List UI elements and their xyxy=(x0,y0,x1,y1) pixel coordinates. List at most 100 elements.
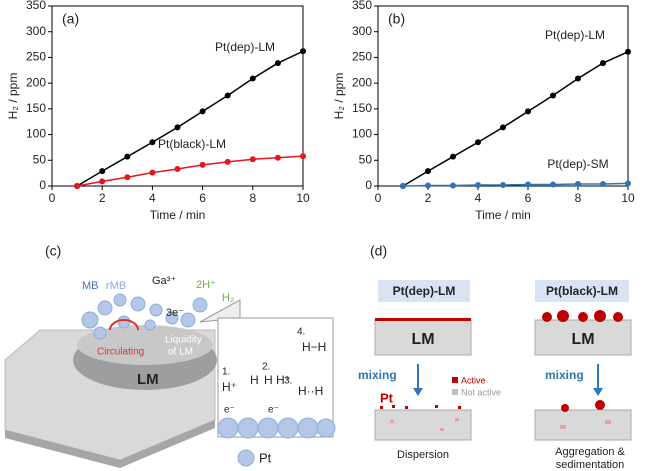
label-liquidity: Liquidity xyxy=(165,335,202,346)
panel-label: (b) xyxy=(388,11,405,27)
data-point xyxy=(274,60,281,67)
y-tick-label: 100 xyxy=(26,127,46,141)
data-point xyxy=(224,158,231,165)
data-point xyxy=(99,168,106,175)
species: H−H xyxy=(302,340,326,354)
data-point xyxy=(600,180,606,187)
data-point xyxy=(149,169,156,176)
mixed-slab xyxy=(374,409,472,441)
inset-surface xyxy=(217,417,336,439)
title-box xyxy=(378,280,470,302)
y-tick-label: 100 xyxy=(352,127,372,141)
data-point xyxy=(174,124,181,131)
data-point xyxy=(174,166,181,173)
mixing: mixing xyxy=(358,368,397,382)
mixing: mixing xyxy=(545,368,584,382)
pt-clumps xyxy=(542,310,623,322)
x-tick-label: 4 xyxy=(475,191,482,205)
data-point xyxy=(500,124,506,131)
plot-frame xyxy=(51,5,304,187)
right-result: sedimentation xyxy=(556,459,625,471)
data-point xyxy=(124,174,131,181)
x-tick-label: 8 xyxy=(575,191,582,205)
series-line xyxy=(76,50,304,187)
inactive-pt xyxy=(390,418,611,431)
series-line xyxy=(402,182,629,187)
data-point xyxy=(99,178,106,185)
step: 1. xyxy=(222,367,230,378)
y-tick-label: 200 xyxy=(352,75,372,89)
circulating-arrow xyxy=(109,319,139,331)
panel-c: (c) MB rMB Ga³⁺ 2H⁺ H₂ 3e⁻ Circulating L… xyxy=(4,243,336,468)
label-circulating: Circulating xyxy=(97,347,144,358)
aggregated-pt xyxy=(561,400,605,412)
x-tick-label: 10 xyxy=(296,191,310,205)
series-label: Pt(black)-LM xyxy=(158,137,226,151)
y-tick-label: 350 xyxy=(26,0,46,12)
y-axis-title: H₂ / ppm xyxy=(332,73,346,120)
y-tick-label: 0 xyxy=(365,178,372,192)
left-title: Pt(dep)-LM xyxy=(393,284,456,298)
y-tick-label: 150 xyxy=(26,101,46,115)
species: e⁻ xyxy=(224,405,235,416)
y-tick-label: 300 xyxy=(352,24,372,38)
lm-label: LM xyxy=(411,331,434,348)
y-tick-label: 0 xyxy=(39,178,46,192)
label-hplus: 2H⁺ xyxy=(196,279,216,291)
panel-label: (d) xyxy=(370,243,387,259)
label-electrons: 3e⁻ xyxy=(166,307,184,319)
y-tick-label: 150 xyxy=(352,101,372,115)
x-tick-label: 10 xyxy=(621,191,635,205)
data-point xyxy=(475,139,481,146)
data-point xyxy=(575,75,581,82)
legend-inactive-icon xyxy=(452,389,458,395)
data-point xyxy=(525,108,531,115)
data-point xyxy=(74,183,81,189)
legend-pt-icon xyxy=(237,449,255,467)
data-point xyxy=(550,181,556,188)
series-label: Pt(dep)-SM xyxy=(547,157,608,171)
lm-top xyxy=(77,325,213,365)
lm-slab xyxy=(374,319,472,356)
data-point xyxy=(450,182,456,189)
data-point xyxy=(525,181,531,188)
data-point xyxy=(425,182,431,189)
panel-label: (c) xyxy=(45,243,61,259)
data-point xyxy=(475,181,481,188)
data-point xyxy=(199,161,206,168)
data-point xyxy=(274,154,281,161)
y-tick-label: 300 xyxy=(26,24,46,38)
y-axis-title: H₂ / ppm xyxy=(6,73,20,120)
data-point xyxy=(575,180,581,187)
data-point xyxy=(500,181,506,188)
pt-label: Pt xyxy=(380,390,394,405)
label-h2: H₂ xyxy=(222,292,234,304)
data-point xyxy=(249,156,256,163)
series-label: Pt(dep)-LM xyxy=(215,40,275,54)
panel-label: (a) xyxy=(62,11,79,27)
x-tick-label: 8 xyxy=(249,191,256,205)
x-tick-label: 6 xyxy=(525,191,532,205)
label-liquidity: of LM xyxy=(168,347,193,358)
data-point xyxy=(300,48,306,55)
x-tick-label: 2 xyxy=(425,191,432,205)
x-tick-label: 0 xyxy=(49,191,56,205)
y-tick-label: 200 xyxy=(26,75,46,89)
species: e⁻ xyxy=(268,405,279,416)
platform-edge xyxy=(5,420,215,468)
series-label: Pt(dep)-LM xyxy=(545,28,605,42)
legend-active: Active xyxy=(461,375,486,385)
step: 3. xyxy=(284,376,292,387)
data-point xyxy=(625,180,631,187)
right-result: Aggregation & xyxy=(555,446,625,458)
data-point xyxy=(300,153,306,160)
data-point xyxy=(199,108,206,115)
data-point xyxy=(425,168,431,175)
mixed-slab xyxy=(534,409,632,441)
x-tick-label: 4 xyxy=(149,191,156,205)
arrow-head xyxy=(593,388,603,396)
species: H xyxy=(264,373,273,387)
step: 2. xyxy=(262,362,270,373)
data-point xyxy=(400,183,406,189)
